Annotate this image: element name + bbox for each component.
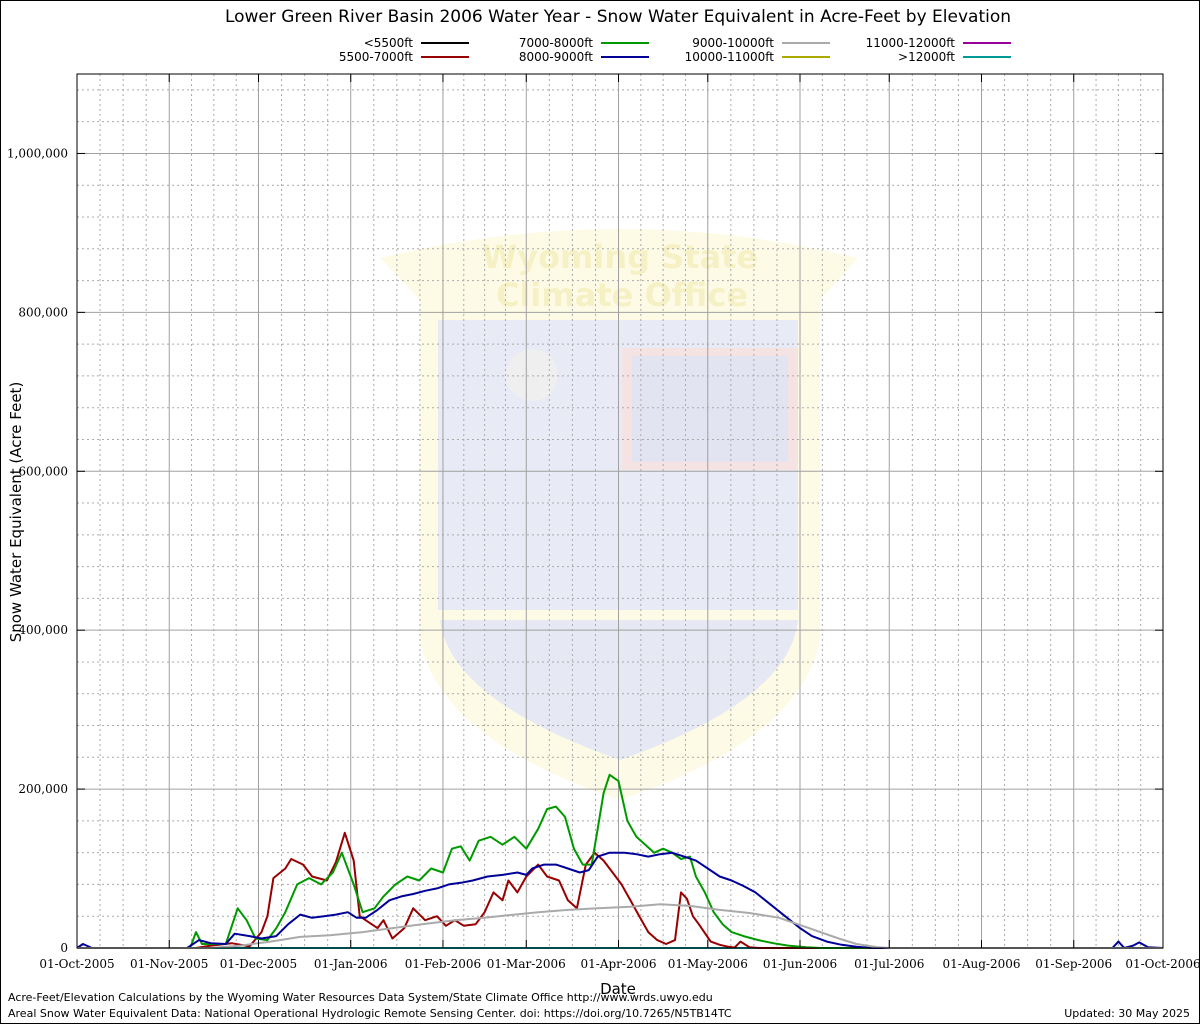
y-tick-label: 1,000,000	[7, 146, 68, 160]
legend-label: 10000-11000ft	[685, 50, 775, 64]
watermark-text-line-2: Climate Office	[496, 276, 748, 314]
legend-label: <5500ft	[364, 36, 414, 50]
y-tick-label: 800,000	[18, 305, 68, 319]
series-line-5500-7000ft	[77, 831, 1163, 949]
legend-label: 8000-9000ft	[519, 50, 593, 64]
plot-area-border	[76, 73, 1164, 949]
footer-credit-2: Areal Snow Water Equivalent Data: Nation…	[8, 1007, 732, 1020]
series-line-7000-8000ft	[77, 773, 1163, 949]
legend-label: 5500-7000ft	[339, 50, 413, 64]
watermark-text-line-1: Wyoming State	[482, 238, 758, 276]
x-tick-label: 01-Jul-2006	[854, 957, 924, 971]
chart-title: Lower Green River Basin 2006 Water Year …	[225, 7, 1011, 27]
x-tick-label: 01-Sep-2006	[1035, 957, 1112, 971]
watermark-flag-inner	[632, 356, 788, 462]
legend-label: 7000-8000ft	[519, 36, 593, 50]
x-tick-label: 01-Dec-2005	[220, 957, 297, 971]
grid-lines	[77, 74, 1163, 948]
y-tick-label: 0	[60, 941, 68, 955]
x-tick-label: 01-Jan-2006	[314, 957, 388, 971]
x-tick-label: 01-Nov-2005	[130, 957, 208, 971]
x-tick-label: 01-May-2006	[668, 957, 748, 971]
legend-label: 11000-12000ft	[866, 36, 956, 50]
footer-updated: Updated: 30 May 2025	[1064, 1007, 1190, 1020]
y-tick-label: 400,000	[18, 623, 68, 637]
y-tick-label: 600,000	[18, 464, 68, 478]
x-tick-label: 01-Apr-2006	[581, 957, 657, 971]
axis-ticks: 0 200,000 400,000 600,000 800,000 1,000,000 01…	[7, 74, 1200, 971]
series-line-8000-9000ft	[76, 851, 1164, 949]
x-tick-label: 01-Oct-2006	[1125, 957, 1200, 971]
x-tick-label: 01-Feb-2006	[405, 957, 481, 971]
x-tick-label: 01-Mar-2006	[487, 957, 566, 971]
legend-label: >12000ft	[898, 50, 955, 64]
footer-credit-1: Acre-Feet/Elevation Calculations by the …	[8, 991, 713, 1004]
legend-label: 9000-10000ft	[692, 36, 774, 50]
series-line-9000-10000ft	[77, 903, 1163, 949]
x-tick-label: 01-Jun-2006	[763, 957, 837, 971]
x-tick-label: 01-Aug-2006	[943, 957, 1021, 971]
watermark-globe-icon	[506, 349, 558, 401]
y-axis-label: Snow Water Equivalent (Acre Feet)	[7, 382, 25, 643]
series-lines	[76, 773, 1164, 949]
x-axis-label: Date	[600, 980, 636, 998]
y-tick-label: 200,000	[18, 782, 68, 796]
x-tick-label: 01-Oct-2005	[39, 957, 114, 971]
